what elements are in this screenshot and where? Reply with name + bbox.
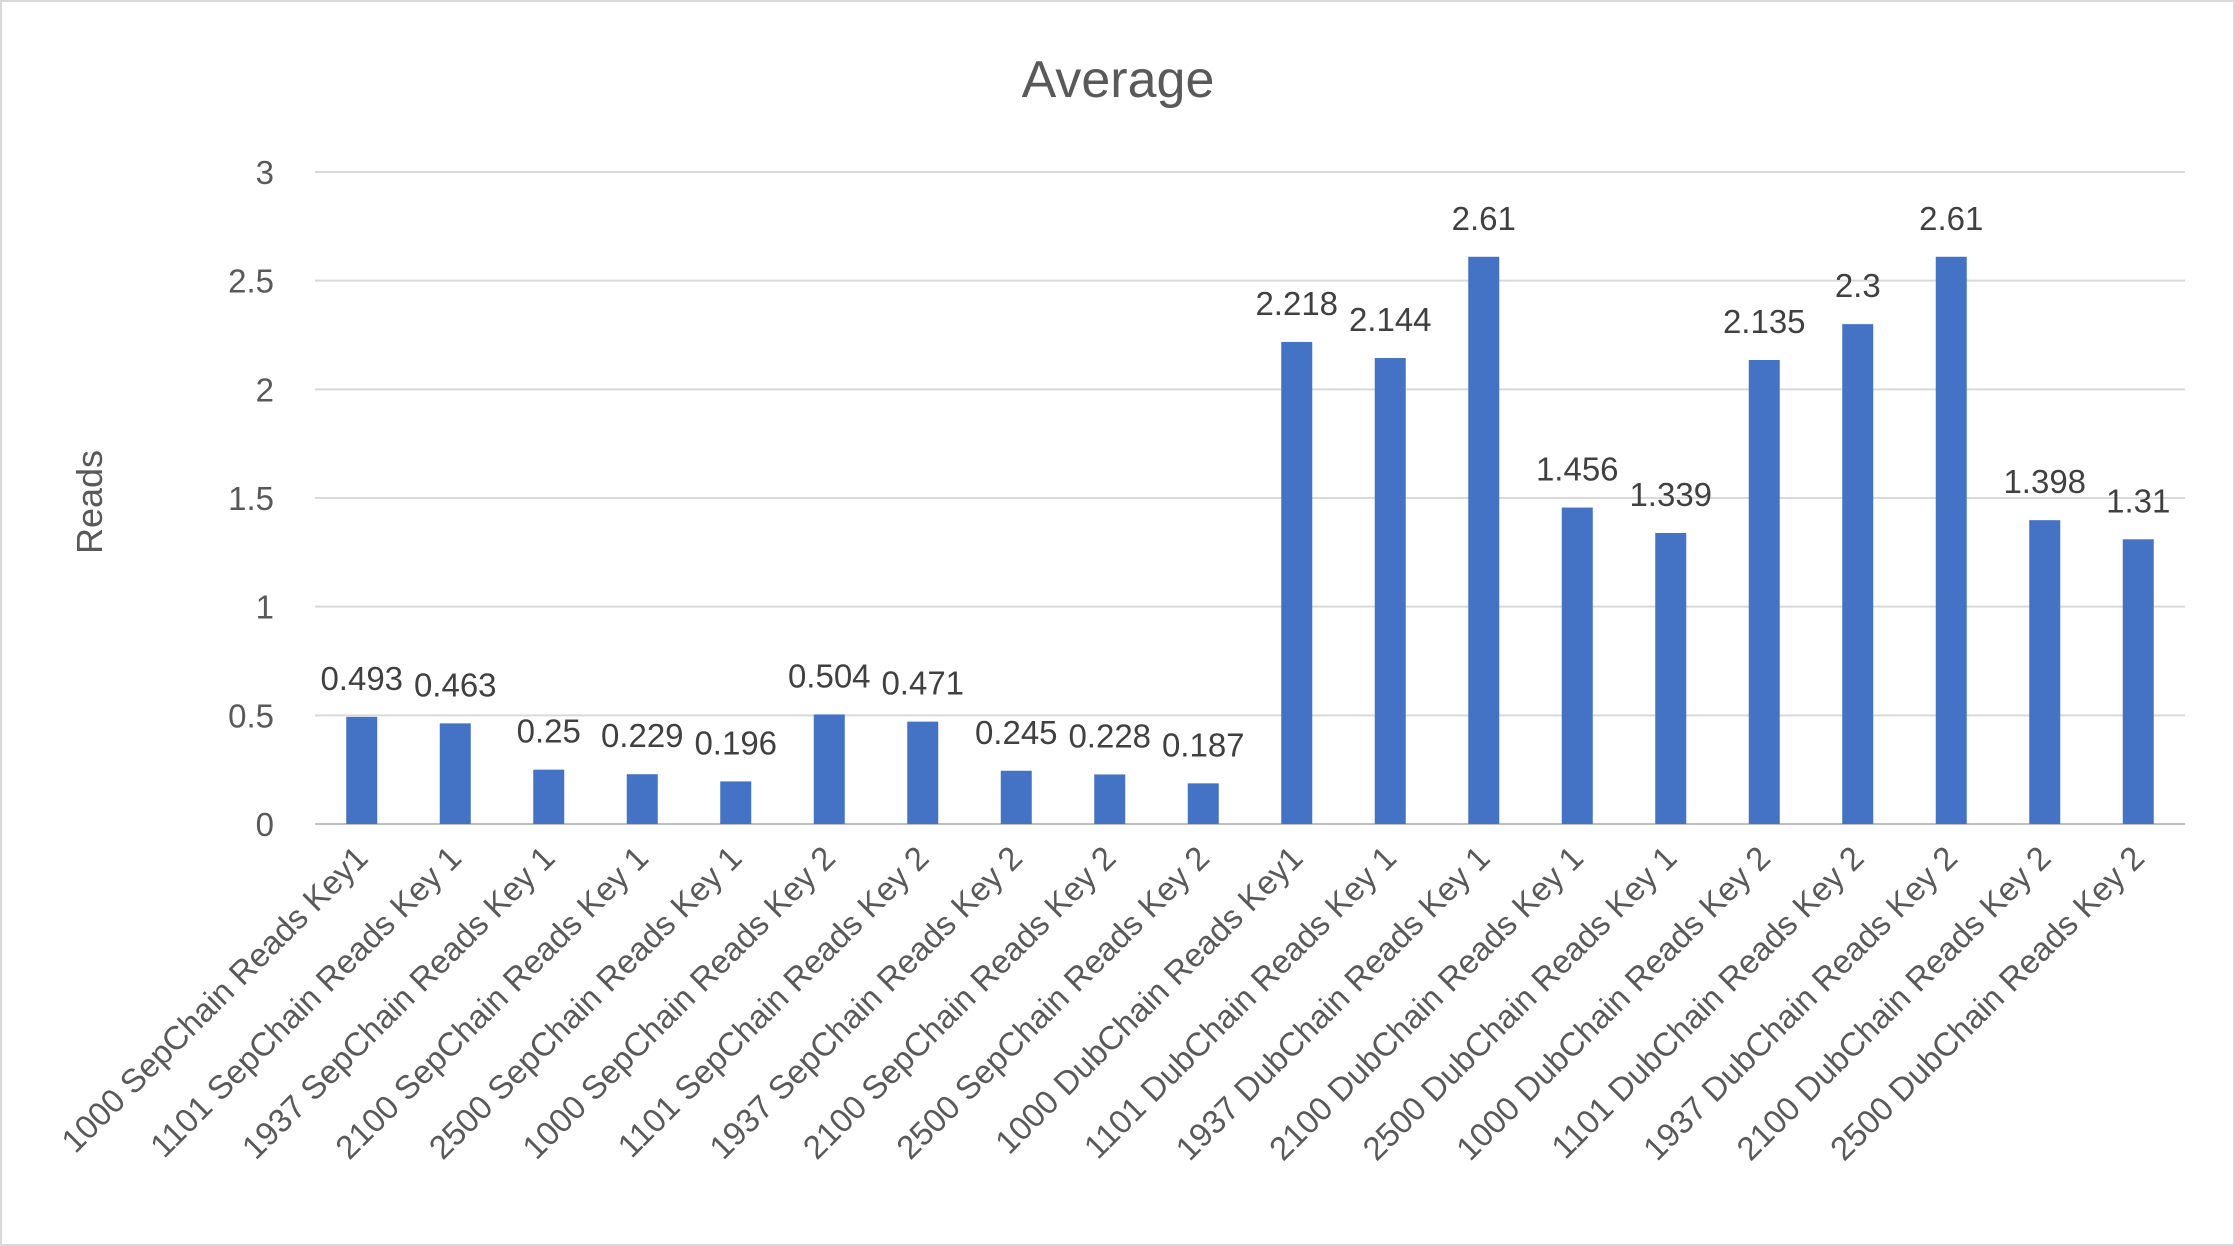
data-label: 2.218 (1255, 285, 1338, 322)
gridlines (315, 171, 2185, 825)
bar (439, 723, 471, 824)
y-tick-label: 1.5 (228, 480, 274, 517)
data-labels: 0.493 0.463 0.25 0.229 0.196 0.504 0.471 0.245 0… (320, 200, 2170, 764)
bar (2122, 539, 2154, 824)
bar (2029, 520, 2061, 824)
data-label: 0.504 (788, 657, 871, 694)
bar (1187, 783, 1219, 824)
bar (1281, 341, 1313, 824)
data-label: 1.339 (1629, 476, 1712, 513)
bar (1561, 507, 1593, 824)
data-label: 0.463 (414, 666, 497, 703)
data-label: 0.187 (1162, 726, 1245, 763)
data-label: 2.61 (1452, 200, 1516, 237)
y-axis-ticks: 0 0.5 1 1.5 2 2.5 3 (228, 154, 274, 843)
bar (346, 716, 378, 824)
data-label: 2.135 (1723, 303, 1806, 340)
chart-title: Average (1022, 51, 1215, 109)
bar (1374, 358, 1406, 824)
data-label: 0.493 (320, 660, 403, 697)
bar (1842, 324, 1874, 824)
y-tick-label: 0 (256, 806, 274, 843)
data-label: 1.31 (2106, 482, 2170, 519)
bar (720, 781, 752, 824)
y-tick-label: 2.5 (228, 263, 274, 300)
data-label: 0.245 (975, 714, 1058, 751)
y-tick-label: 1 (256, 589, 274, 626)
data-label: 0.25 (517, 713, 581, 750)
y-axis-label: Reads (69, 450, 110, 554)
bar (626, 774, 658, 824)
data-label: 0.196 (694, 724, 777, 761)
data-label: 2.61 (1919, 200, 1983, 237)
y-tick-label: 2 (256, 371, 274, 408)
bar (1748, 359, 1780, 824)
data-label: 0.471 (881, 665, 964, 702)
data-label: 1.456 (1536, 451, 1619, 488)
bar (1000, 770, 1032, 824)
data-label: 1.398 (2003, 463, 2086, 500)
bars (346, 256, 2154, 824)
bar (1094, 774, 1126, 824)
y-tick-label: 0.5 (228, 697, 274, 734)
data-label: 2.3 (1835, 267, 1881, 304)
y-tick-label: 3 (256, 154, 274, 191)
data-label: 0.228 (1068, 717, 1151, 754)
bar (907, 721, 939, 824)
bar (1935, 256, 1967, 824)
bar (1468, 256, 1500, 824)
bar (1655, 532, 1687, 824)
bar (813, 714, 845, 824)
data-label: 0.229 (601, 717, 684, 754)
data-label: 2.144 (1349, 301, 1432, 338)
bar (533, 769, 565, 824)
